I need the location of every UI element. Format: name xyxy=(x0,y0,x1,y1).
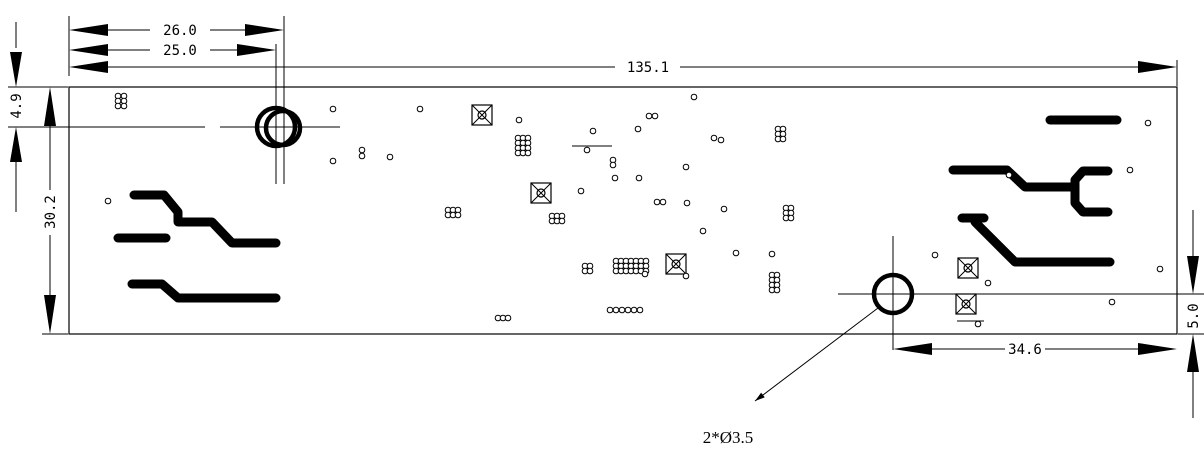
via-90 xyxy=(515,116,523,124)
via-88 xyxy=(386,153,394,161)
mounting-holes-callout: 2*Ø3.5 xyxy=(703,428,754,447)
via-101 xyxy=(611,174,619,182)
dimension-30-2-label: 30.2 xyxy=(43,195,59,229)
dimension-34-6-label: 34.6 xyxy=(1008,342,1042,358)
via-54 xyxy=(586,267,594,275)
via-66 xyxy=(787,214,795,222)
via-113 xyxy=(931,251,939,259)
dimension-5-0-label: 5.0 xyxy=(1186,303,1202,328)
via-102 xyxy=(635,174,643,182)
mounting-hole-left xyxy=(220,70,340,184)
via-97 xyxy=(717,136,725,144)
via-93 xyxy=(645,112,653,120)
mounting-hole-right xyxy=(838,236,950,350)
board-outline xyxy=(68,86,1178,335)
via-118 xyxy=(104,197,112,205)
via-121 xyxy=(1005,171,1013,179)
dimension-26-label: 26.0 xyxy=(163,23,197,39)
via-114 xyxy=(984,279,992,287)
dimension-26: 26.0 xyxy=(68,16,285,184)
via-107 xyxy=(720,205,728,213)
via-92 xyxy=(634,125,642,133)
via-23 xyxy=(454,211,462,219)
via-78 xyxy=(606,306,614,314)
traces-right xyxy=(948,115,1122,267)
via-105 xyxy=(659,198,667,206)
via-81 xyxy=(624,306,632,314)
vias xyxy=(104,92,1164,328)
via-103 xyxy=(682,163,690,171)
via-94 xyxy=(651,112,659,120)
via-17 xyxy=(524,149,532,157)
via-116 xyxy=(1108,298,1116,306)
via-91 xyxy=(589,127,597,135)
via-86 xyxy=(358,146,366,154)
dimension-25-label: 25.0 xyxy=(163,43,197,59)
via-4 xyxy=(114,102,122,110)
via-111 xyxy=(768,250,776,258)
via-80 xyxy=(618,306,626,314)
via-5 xyxy=(120,102,128,110)
via-87 xyxy=(358,152,366,160)
via-84 xyxy=(329,105,337,113)
dimension-4-9: 4.9 xyxy=(8,22,205,212)
dimension-30-2: 30.2 xyxy=(42,87,68,335)
via-115 xyxy=(974,320,982,328)
dimension-135-label: 135.1 xyxy=(627,60,669,76)
via-99 xyxy=(609,161,617,169)
via-112 xyxy=(1144,119,1152,127)
traces-left xyxy=(113,190,281,303)
dimension-135: 135.1 xyxy=(69,60,1178,86)
dimension-4-9-label: 4.9 xyxy=(9,93,25,118)
via-120 xyxy=(682,272,690,280)
via-122 xyxy=(1126,166,1134,174)
via-74 xyxy=(773,286,781,294)
via-77 xyxy=(504,314,512,322)
via-100 xyxy=(583,146,591,154)
via-119 xyxy=(641,270,649,278)
via-82 xyxy=(630,306,638,314)
via-110 xyxy=(732,249,740,257)
via-85 xyxy=(416,105,424,113)
via-83 xyxy=(636,306,644,314)
via-79 xyxy=(612,306,620,314)
via-108 xyxy=(699,227,707,235)
via-117 xyxy=(1156,265,1164,273)
via-96 xyxy=(710,134,718,142)
via-95 xyxy=(690,93,698,101)
test-pads xyxy=(471,104,979,315)
via-104 xyxy=(653,198,661,206)
callout-leader xyxy=(754,307,879,402)
via-106 xyxy=(683,199,691,207)
via-60 xyxy=(779,135,787,143)
via-109 xyxy=(577,187,585,195)
via-89 xyxy=(329,157,337,165)
via-29 xyxy=(558,217,566,225)
